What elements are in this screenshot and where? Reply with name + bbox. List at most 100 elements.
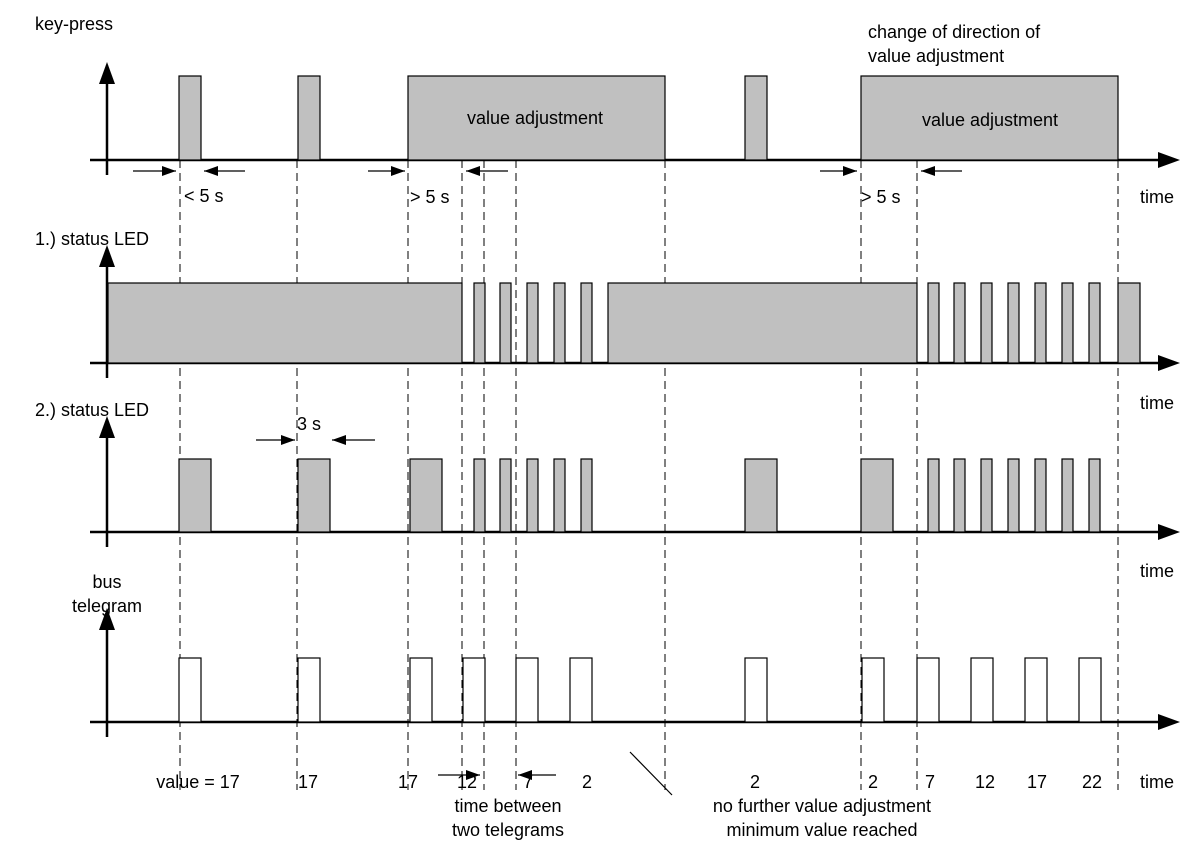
value-adjustment-pulse [860, 75, 1119, 161]
status-led-1-blink [553, 282, 566, 364]
three-s-arrow-left-head [281, 435, 295, 445]
status-led-2-pulse [297, 458, 331, 533]
bus-telegram-pulse [744, 657, 768, 723]
no-further-label-line2: minimum value reached [726, 820, 917, 840]
value-label: 22 [1082, 772, 1102, 792]
value-label: 17 [298, 772, 318, 792]
value-adjustment-label-2: value adjustment [922, 110, 1058, 130]
signal-axis-arrowhead [99, 608, 115, 630]
status-led-1-blink [953, 282, 966, 364]
status-led-1-tail [1117, 282, 1141, 364]
time-axis-arrowhead [1158, 524, 1180, 540]
status-led-2-label: 2.) status LED [35, 400, 149, 420]
gt-5s-arrow-left-head [391, 166, 405, 176]
value-adjustment-pulse [407, 75, 666, 161]
change-direction-label-line1: change of direction of [868, 22, 1041, 42]
status-led-2-blink [980, 458, 993, 533]
gt-5s-arrow-right-head [466, 166, 480, 176]
value-label: 12 [975, 772, 995, 792]
key-press-label: key-press [35, 14, 113, 34]
bus-telegram-pulse [409, 657, 433, 723]
lt-5s-arrow-right-head [204, 166, 218, 176]
status-led-2-blink [526, 458, 539, 533]
bus-telegram-pulse [1078, 657, 1102, 723]
lt-5s-label: < 5 s [184, 186, 224, 206]
between-arrow-right-head [518, 770, 532, 780]
value-label: 12 [457, 772, 477, 792]
time-axis-arrowhead [1158, 355, 1180, 371]
status-led-1-blink [499, 282, 512, 364]
status-led-1-steady [607, 282, 918, 364]
interval-markers [133, 166, 962, 796]
value-labels: value = 17 17 17 12 7 2 2 2 7 12 17 22 [156, 772, 1102, 792]
status-led-2-pulse [178, 458, 212, 533]
status-led-1-blink [1088, 282, 1101, 364]
status-led-2-pulse [409, 458, 443, 533]
status-led-1-blink [980, 282, 993, 364]
time-label-row1: time [1140, 187, 1174, 207]
three-s-arrow-right-head [332, 435, 346, 445]
time-label-row2: time [1140, 393, 1174, 413]
time-axis-arrowhead [1158, 714, 1180, 730]
value-adjustment-label-1: value adjustment [467, 108, 603, 128]
three-s-label: 3 s [297, 414, 321, 434]
status-led-2-blink [927, 458, 940, 533]
status-led-1-steady [107, 282, 463, 364]
value-label: 17 [398, 772, 418, 792]
status-led-1-blink [1007, 282, 1020, 364]
value-label: 2 [868, 772, 878, 792]
status-led-1-blink [927, 282, 940, 364]
status-led-1-blink [1061, 282, 1074, 364]
status-led-2-blink [553, 458, 566, 533]
value-label: 2 [750, 772, 760, 792]
status-led-2-pulse [860, 458, 894, 533]
bus-telegram-pulse [462, 657, 486, 723]
bus-telegram-pulse [861, 657, 885, 723]
status-led-2-blink [580, 458, 593, 533]
between-arrow-left-head [466, 770, 480, 780]
time-axis-arrowhead [1158, 152, 1180, 168]
value-label: 17 [1027, 772, 1047, 792]
status-led-1-label: 1.) status LED [35, 229, 149, 249]
value-label: value = 17 [156, 772, 240, 792]
signal-axis-arrowhead [99, 62, 115, 84]
time-between-label-line1: time between [454, 796, 561, 816]
status-led-2-pulse [744, 458, 778, 533]
bus-telegram-pulse [569, 657, 593, 723]
gt-5s-2-arrow-left-head [843, 166, 857, 176]
lt-5s-arrow-left-head [162, 166, 176, 176]
key-press-pulse [297, 75, 321, 161]
key-press-pulse [744, 75, 768, 161]
telegram-label: telegram [72, 596, 142, 616]
signal-axis-arrowhead [99, 245, 115, 267]
bus-telegram-pulse [297, 657, 321, 723]
time-label-row3: time [1140, 561, 1174, 581]
status-led-2-blink [1088, 458, 1101, 533]
value-label: 7 [925, 772, 935, 792]
bus-telegram-pulse [916, 657, 940, 723]
status-led-1-blink [526, 282, 539, 364]
bus-telegram-pulse [1024, 657, 1048, 723]
no-further-label-line1: no further value adjustment [713, 796, 931, 816]
gt-5s-label-2: > 5 s [861, 187, 901, 207]
value-label: 2 [582, 772, 592, 792]
leader-line [629, 751, 673, 796]
bus-telegram-pulse [970, 657, 994, 723]
status-led-2-blink [499, 458, 512, 533]
gt-5s-2-arrow-right-head [921, 166, 935, 176]
status-led-1-blink [473, 282, 486, 364]
status-led-1-blink [1034, 282, 1047, 364]
bus-telegram-pulse [178, 657, 202, 723]
status-led-1-blink [580, 282, 593, 364]
key-press-pulse [178, 75, 202, 161]
pulse-group [107, 75, 1141, 723]
time-label-row4: time [1140, 772, 1174, 792]
value-label: 7 [523, 772, 533, 792]
status-led-2-blink [1034, 458, 1047, 533]
gt-5s-label-1: > 5 s [410, 187, 450, 207]
bus-telegram-pulse [515, 657, 539, 723]
change-direction-label-line2: value adjustment [868, 46, 1004, 66]
status-led-2-blink [953, 458, 966, 533]
status-led-2-blink [1007, 458, 1020, 533]
